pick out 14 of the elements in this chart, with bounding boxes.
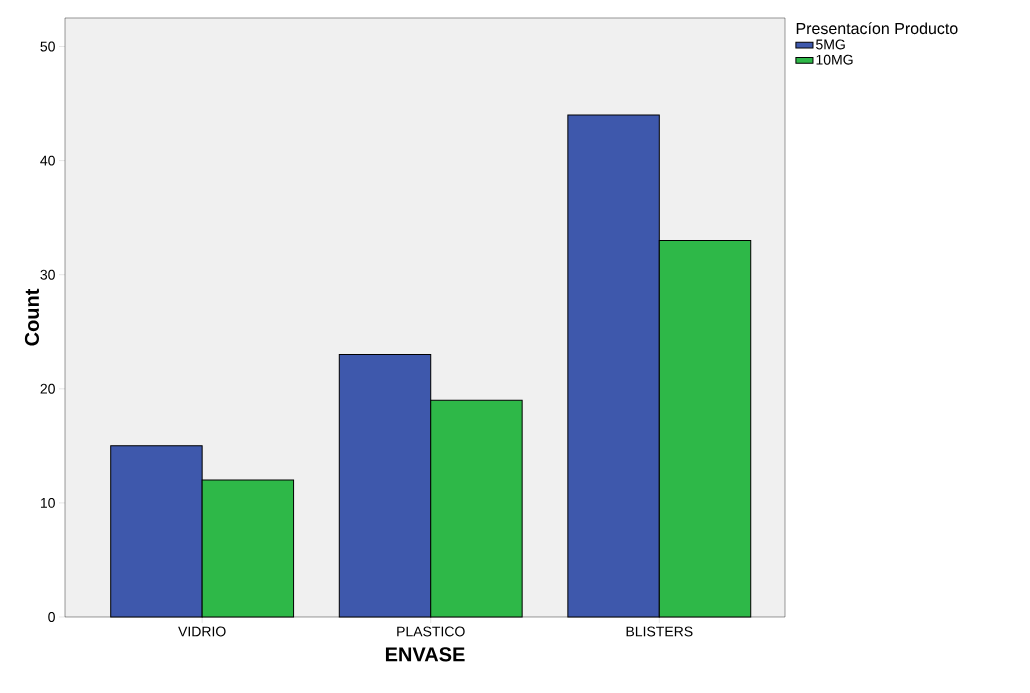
x-tick-label: BLISTERS bbox=[626, 626, 693, 637]
x-tick-label: PLASTICO bbox=[397, 626, 465, 637]
y-tick-label: 10 bbox=[40, 497, 55, 508]
y-axis-title: Count bbox=[24, 288, 40, 346]
legend-title: Presentacíon Producto bbox=[796, 22, 958, 35]
y-tick-label: 30 bbox=[40, 269, 55, 280]
y-tick-label: 0 bbox=[48, 612, 55, 622]
x-tick-label: VIDRIO bbox=[178, 626, 226, 637]
y-tick-label: 40 bbox=[40, 155, 55, 166]
legend-label: 10MG bbox=[816, 54, 853, 65]
x-axis-title: ENVASE bbox=[385, 647, 465, 662]
y-tick-label: 20 bbox=[40, 383, 55, 394]
y-tick-label: 50 bbox=[40, 41, 55, 52]
legend-label: 5MG bbox=[816, 39, 845, 50]
